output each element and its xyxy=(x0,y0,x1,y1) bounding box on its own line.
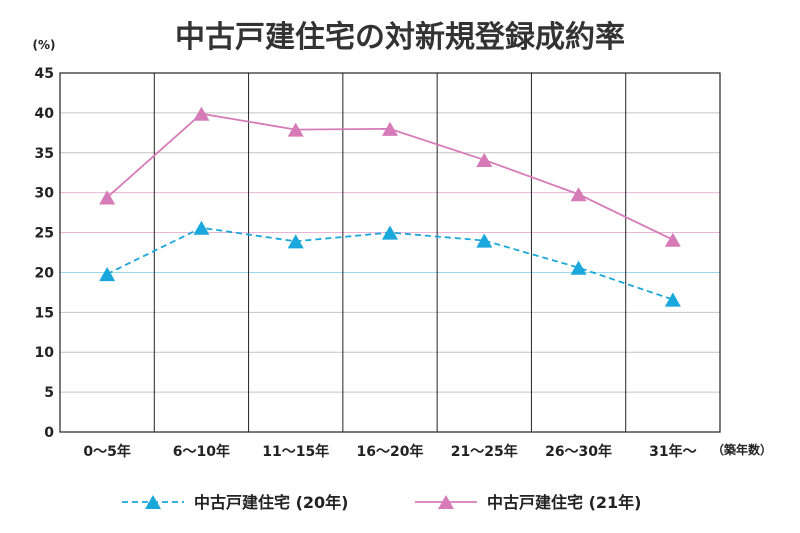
series-0-point-5 xyxy=(570,260,587,275)
series-1-point-6 xyxy=(664,232,681,247)
plot-frame xyxy=(59,72,721,433)
series-0-point-3 xyxy=(382,225,398,240)
x-tick-label-6: 31年～ xyxy=(649,443,696,460)
x-axis-ticks: 0～5年 6～10年 11～15年 16～20年 21～25年 26～30年 31年～ xyxy=(83,443,696,460)
series-layer xyxy=(99,106,681,307)
legend-label-0: 中古戸建住宅 (20年) xyxy=(194,493,348,512)
y-tick-label-20: 20 xyxy=(35,265,55,281)
series-1-point-2 xyxy=(287,122,304,137)
series-0-point-1 xyxy=(193,220,210,235)
series-1-point-0 xyxy=(99,190,116,205)
series-0-point-6 xyxy=(664,292,681,307)
x-tick-label-2: 11～15年 xyxy=(262,443,329,460)
y-tick-label-0: 0 xyxy=(44,425,54,441)
series-0 xyxy=(99,220,681,307)
y-axis-unit-label: (%) xyxy=(33,38,56,52)
series-1-point-5 xyxy=(570,187,587,202)
legend-marker-0 xyxy=(145,494,161,510)
series-1-point-4 xyxy=(476,152,493,167)
x-tick-label-0: 0～5年 xyxy=(83,443,130,460)
y-axis-ticks: 0 5 10 15 20 25 30 35 40 45 xyxy=(35,66,55,441)
legend-label-1: 中古戸建住宅 (21年) xyxy=(487,493,641,512)
series-0-point-0 xyxy=(99,267,116,282)
y-tick-label-10: 10 xyxy=(35,345,55,361)
x-tick-label-3: 16～20年 xyxy=(357,443,424,460)
y-tick-label-45: 45 xyxy=(35,66,54,82)
y-tick-label-30: 30 xyxy=(35,186,55,202)
x-tick-label-4: 21～25年 xyxy=(451,443,518,460)
x-tick-label-1: 6～10年 xyxy=(173,443,230,460)
chart-title: 中古戸建住宅の対新規登録成約率 xyxy=(175,20,625,55)
y-tick-label-40: 40 xyxy=(35,106,55,122)
x-axis-unit-label: （築年数） xyxy=(712,442,772,457)
legend: 中古戸建住宅 (20年) 中古戸建住宅 (21年) xyxy=(122,493,641,512)
plot-border xyxy=(59,72,721,433)
legend-marker-1 xyxy=(438,494,454,510)
series-0-point-2 xyxy=(287,234,304,249)
series-1 xyxy=(99,106,681,247)
series-1-point-1 xyxy=(193,106,210,121)
legend-item-1: 中古戸建住宅 (21年) xyxy=(415,493,641,512)
y-tick-label-25: 25 xyxy=(35,226,54,242)
x-tick-label-5: 26～30年 xyxy=(545,443,612,460)
legend-item-0: 中古戸建住宅 (20年) xyxy=(122,493,348,512)
series-1-point-3 xyxy=(382,121,398,136)
y-tick-label-5: 5 xyxy=(44,385,54,401)
y-tick-label-15: 15 xyxy=(35,305,54,321)
y-tick-label-35: 35 xyxy=(35,146,54,162)
series-0-point-4 xyxy=(476,233,493,248)
